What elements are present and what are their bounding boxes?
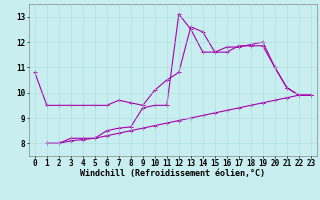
X-axis label: Windchill (Refroidissement éolien,°C): Windchill (Refroidissement éolien,°C) xyxy=(80,169,265,178)
